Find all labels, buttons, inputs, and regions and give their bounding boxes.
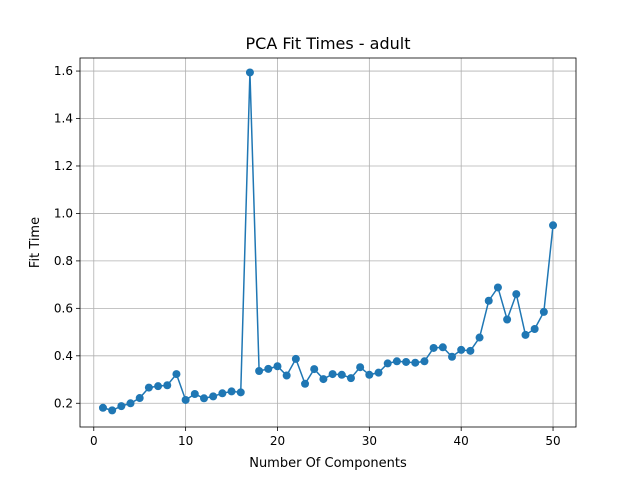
data-point: [429, 343, 438, 352]
x-tick-label: 0: [90, 434, 98, 448]
series: [98, 68, 558, 415]
y-tick-label: 1.6: [54, 64, 73, 78]
y-axis-ticks: 0.2 0.4 0.6 0.8 1.0 1.2 1.4 1.6: [54, 64, 80, 410]
data-point: [319, 375, 328, 384]
data-point: [245, 68, 254, 77]
data-point: [521, 330, 530, 339]
data-point: [227, 387, 236, 396]
data-point: [200, 394, 208, 403]
y-tick-label: 1.0: [54, 206, 73, 220]
data-point: [383, 359, 392, 368]
data-point: [457, 345, 466, 354]
x-tick-label: 10: [178, 434, 193, 448]
data-point: [218, 389, 227, 398]
data-point: [493, 283, 502, 292]
data-point: [163, 381, 172, 390]
data-point: [549, 221, 558, 230]
data-point: [466, 346, 475, 355]
data-point: [484, 296, 493, 305]
data-point: [108, 406, 117, 415]
data-point: [503, 315, 512, 324]
data-point: [438, 343, 447, 352]
data-point: [420, 357, 429, 366]
y-tick-label: 0.4: [54, 349, 73, 363]
data-point: [365, 370, 374, 379]
data-point: [301, 379, 310, 388]
data-point: [346, 374, 355, 383]
data-point: [209, 392, 218, 401]
data-point: [98, 403, 107, 412]
data-point: [356, 363, 365, 372]
data-point: [310, 365, 319, 374]
y-tick-label: 1.4: [54, 112, 73, 126]
data-point: [291, 354, 300, 363]
data-point: [337, 370, 346, 379]
x-axis-label: Number Of Components: [249, 456, 407, 471]
x-tick-label: 40: [454, 434, 469, 448]
data-point: [475, 333, 484, 342]
data-point: [135, 394, 144, 403]
data-point: [117, 402, 126, 411]
grid: [80, 58, 576, 427]
y-tick-label: 0.2: [54, 396, 73, 410]
data-point: [273, 362, 282, 371]
y-tick-label: 0.6: [54, 301, 73, 315]
plot-frame: [79, 57, 577, 428]
data-point: [392, 357, 401, 366]
data-point: [181, 395, 190, 404]
data-point: [236, 388, 245, 397]
data-point: [512, 290, 521, 299]
data-point: [411, 358, 420, 367]
data-point: [190, 390, 199, 399]
data-point: [154, 382, 163, 391]
x-tick-label: 20: [270, 434, 285, 448]
data-point: [282, 371, 291, 380]
data-point: [255, 366, 264, 375]
x-tick-label: 50: [545, 434, 560, 448]
data-point: [539, 307, 548, 316]
data-point: [172, 370, 181, 379]
data-point: [448, 352, 456, 361]
y-axis-label: Fit Time: [28, 217, 43, 268]
chart-title: PCA Fit Times - adult: [246, 34, 411, 53]
y-tick-label: 1.2: [54, 159, 73, 173]
data-point: [402, 357, 411, 366]
x-tick-label: 30: [362, 434, 377, 448]
data-point: [374, 368, 383, 377]
data-point: [530, 324, 539, 333]
y-tick-label: 0.8: [54, 254, 73, 268]
data-point: [328, 370, 337, 379]
data-point: [264, 364, 273, 373]
x-axis-ticks: 0 10 20 30 40 50: [90, 427, 561, 448]
data-point: [144, 383, 153, 392]
data-point: [126, 399, 135, 408]
